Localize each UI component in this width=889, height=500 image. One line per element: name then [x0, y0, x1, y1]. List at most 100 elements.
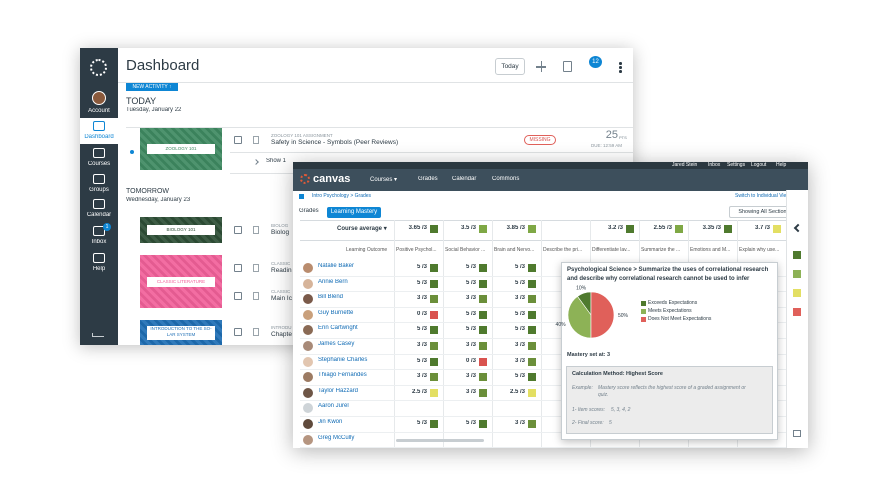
item-type: BIOLOG — [271, 223, 289, 228]
column-header[interactable]: Positive Psychol... — [396, 247, 437, 253]
mastery-square — [430, 310, 438, 319]
item-title[interactable]: Chapte — [271, 331, 292, 338]
checkbox[interactable] — [234, 292, 242, 300]
student-name[interactable]: Bill Blend — [318, 294, 344, 301]
row-rule — [300, 447, 786, 449]
scrollbar — [396, 439, 484, 442]
switch-view[interactable]: Switch to Individual View — [735, 193, 790, 199]
nav-label[interactable]: Help — [92, 266, 106, 272]
student-avatar — [303, 325, 313, 336]
nav-icon — [93, 226, 105, 236]
student-avatar — [303, 434, 313, 445]
student-name[interactable]: James Casey — [318, 341, 355, 347]
score: 5 /3 — [465, 326, 476, 333]
nav-label[interactable]: Inbox — [91, 239, 107, 245]
item-title[interactable]: Main Ic — [271, 295, 292, 302]
due: DUE: 12:59 AM — [591, 143, 623, 148]
score: 5 /3 — [465, 310, 476, 317]
inbox-badge: 1 — [103, 223, 111, 231]
course-label[interactable]: INTRODUCTION TO THE SO-LAR SYSTEM — [147, 325, 215, 340]
checkbox[interactable] — [234, 328, 242, 336]
brand[interactable]: canvas — [313, 173, 351, 185]
calendar-icon[interactable] — [563, 61, 572, 72]
score: 5 /3 — [514, 373, 525, 380]
nav-label[interactable]: Account — [88, 108, 110, 114]
breadcrumb[interactable]: Intro Psychology > Grades — [312, 193, 372, 199]
pie-slice — [590, 291, 615, 339]
student-avatar — [303, 356, 313, 367]
score: 5 /3 — [465, 420, 476, 426]
mastery-square — [479, 326, 487, 335]
student-name[interactable]: Thiago Fernandes — [318, 372, 367, 379]
score: 3.65 /3 — [408, 225, 427, 231]
tab-active[interactable]: Learning Mastery — [327, 207, 381, 218]
notification-badge[interactable]: 12 — [589, 56, 602, 68]
student-name[interactable]: Jin Kwon — [318, 419, 343, 425]
nav-label[interactable]: Courses — [87, 161, 111, 167]
menu-dot[interactable] — [619, 70, 622, 73]
checkbox[interactable] — [234, 226, 242, 234]
row-rule — [300, 400, 786, 402]
user-link[interactable]: Help — [776, 162, 787, 168]
student-name[interactable]: Natalie Baker — [318, 263, 355, 269]
menu-dot[interactable] — [619, 66, 622, 69]
mastery-square — [528, 373, 536, 382]
nav-label[interactable]: Dashboard — [84, 134, 114, 140]
score: 2.5 /3 — [411, 388, 427, 395]
student-name[interactable]: Aaron Jurel — [318, 403, 349, 410]
nav-item[interactable]: Grades — [418, 176, 438, 182]
student-name[interactable]: Erin Cartwright — [318, 325, 358, 332]
column-header[interactable]: Brain and Nervo... — [494, 247, 535, 253]
mastery-square — [430, 295, 438, 304]
student-name[interactable]: Taylor Hazzard — [318, 387, 359, 394]
student-name[interactable]: Guy Burnette — [318, 309, 354, 316]
student-name[interactable]: Greg McCully — [318, 434, 355, 441]
item-label: 1- Item scores: — [572, 407, 606, 413]
course-label[interactable]: CLASSIC LITERATURE — [147, 276, 215, 287]
checkbox[interactable] — [234, 136, 242, 144]
today-button[interactable]: Today — [495, 58, 525, 75]
score: 5 /3 — [514, 264, 525, 270]
menu-dot[interactable] — [619, 62, 622, 65]
show-more[interactable]: Show 1 — [266, 158, 287, 164]
new-activity[interactable]: NEW ACTIVITY ↑ — [126, 83, 178, 91]
item-title[interactable]: Biolog — [271, 229, 290, 236]
course-label[interactable]: BIOLOGY 101 — [147, 225, 215, 235]
student-name[interactable]: Stephanie Charles — [318, 356, 368, 363]
nav-label[interactable]: Calendar — [86, 212, 112, 218]
column-header[interactable]: Differentiate lav... — [592, 247, 631, 253]
column-header[interactable]: Explain why use... — [739, 247, 780, 253]
logo — [90, 59, 107, 76]
item-title[interactable]: Readin — [271, 267, 292, 274]
score: 3 /3 — [465, 388, 476, 395]
score: 5 /3 — [465, 264, 476, 270]
column-header[interactable]: Summarize the ... — [641, 247, 681, 253]
item-title[interactable]: Safety in Science - Symbols (Peer Review… — [271, 139, 399, 146]
user-link[interactable]: Logout — [751, 162, 767, 168]
student-name[interactable]: Annie Bern — [318, 278, 348, 285]
mastery-square — [479, 357, 487, 366]
nav-item[interactable]: Calendar — [452, 176, 477, 182]
score: 3 /3 — [465, 295, 476, 302]
student-avatar — [303, 263, 313, 273]
nav-label[interactable]: Groups — [89, 187, 109, 193]
user-link[interactable]: Jared Stein — [672, 162, 698, 168]
rule — [230, 152, 633, 153]
user-link[interactable]: Settings — [727, 162, 746, 168]
tab[interactable]: Grades — [299, 208, 319, 214]
checkbox[interactable] — [234, 264, 242, 272]
column-header[interactable]: Emotions and M... — [690, 247, 731, 253]
row-rule — [300, 291, 786, 293]
score: 3 /3 — [416, 373, 427, 380]
course-label[interactable]: ZOOLOGY 101 — [147, 144, 215, 154]
nav-item[interactable]: Commons — [492, 176, 520, 182]
right-rail — [786, 190, 808, 448]
column-header[interactable]: Social Behavior ... — [445, 247, 486, 253]
legend-swatch — [641, 309, 646, 314]
rail-legend — [793, 289, 801, 297]
student-avatar — [303, 387, 313, 398]
nav-item[interactable]: Courses ▾ — [370, 177, 398, 183]
course-average[interactable]: Course average ▾ — [337, 226, 387, 232]
column-header[interactable]: Describe the pri... — [543, 247, 583, 253]
user-link[interactable]: Inbox — [708, 162, 721, 168]
